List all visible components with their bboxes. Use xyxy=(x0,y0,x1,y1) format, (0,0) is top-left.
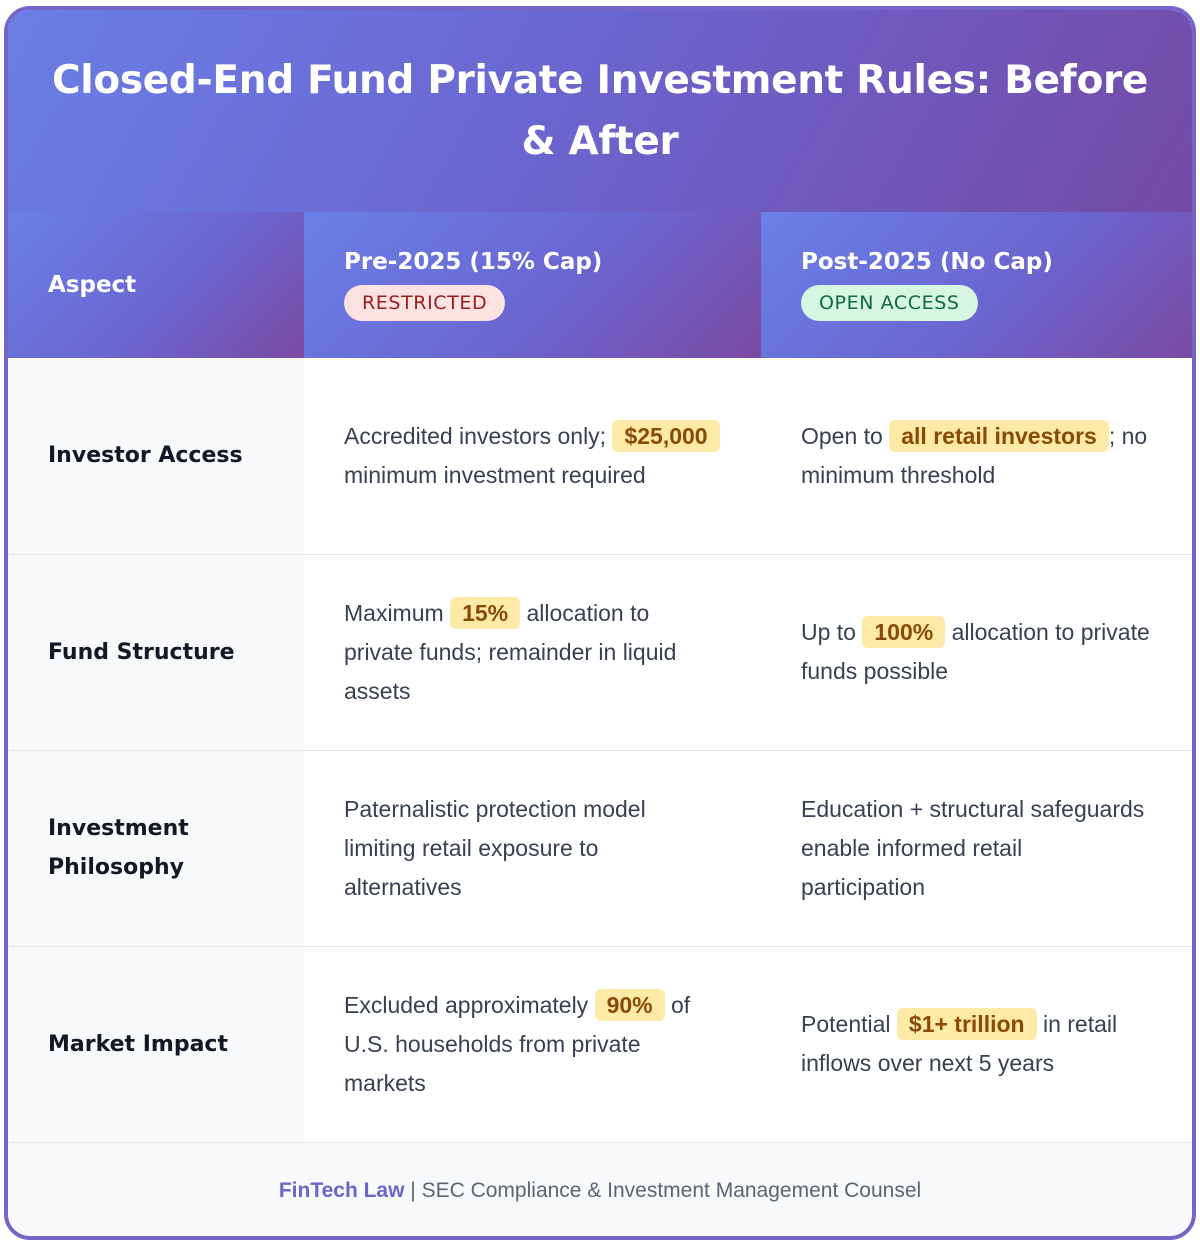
table-row: Investor Access Accredited investors onl… xyxy=(8,358,1192,555)
cell-text: Accredited investors only; xyxy=(344,422,613,449)
highlight-value: $1+ trillion xyxy=(896,1008,1037,1040)
page-title: Closed-End Fund Private Investment Rules… xyxy=(51,58,1149,164)
table-row: Investment Philosophy Paternalistic prot… xyxy=(8,750,1192,947)
comparison-card: Closed-End Fund Private Investment Rules… xyxy=(4,6,1196,1240)
highlight-value: 15% xyxy=(450,596,521,629)
row-aspect: Fund Structure xyxy=(8,554,304,751)
highlight-value: 100% xyxy=(862,616,946,648)
open-access-badge: OPEN ACCESS xyxy=(801,285,978,321)
footer: FinTech Law | SEC Compliance & Investmen… xyxy=(8,1142,1192,1236)
cell-text: ; no minimum threshold xyxy=(801,422,1148,488)
post-cell: Education + structural safeguards enable… xyxy=(761,750,1192,947)
footer-brand: FinTech Law xyxy=(278,1178,405,1202)
table-row: Market Impact Excluded approximately 90%… xyxy=(8,946,1192,1143)
table-header-row: Aspect Pre-2025 (15% Cap) RESTRICTED Pos… xyxy=(8,212,1192,358)
pre-cell: Paternalistic protection model limiting … xyxy=(304,750,761,947)
post-cell: Open to all retail investors; no minimum… xyxy=(761,358,1192,555)
pre-cell: Accredited investors only; $25,000 minim… xyxy=(304,358,761,555)
post-cell: Potential $1+ trillion in retail inflows… xyxy=(761,946,1192,1143)
cell-text: Paternalistic protection model limiting … xyxy=(344,795,646,900)
cell-text: in retail inflows over next 5 years xyxy=(801,1011,1118,1076)
cell-text: Up to xyxy=(801,619,863,645)
pre-cell: Maximum 15% allocation to private funds;… xyxy=(304,554,761,751)
cell-text: allocation to private funds possible xyxy=(801,619,1150,684)
post-cell: Up to 100% allocation to private funds p… xyxy=(761,554,1192,751)
footer-separator: | xyxy=(404,1178,422,1202)
cell-text: Potential xyxy=(801,1011,897,1037)
table-row: Fund Structure Maximum 15% allocation to… xyxy=(8,554,1192,751)
column-header-pre: Pre-2025 (15% Cap) RESTRICTED xyxy=(304,212,761,358)
column-header-aspect: Aspect xyxy=(8,212,304,358)
comparison-table: Aspect Pre-2025 (15% Cap) RESTRICTED Pos… xyxy=(8,212,1192,1143)
cell-text: Excluded approximately xyxy=(344,991,595,1018)
highlight-value: all retail investors xyxy=(889,419,1109,452)
cell-text: Open to xyxy=(801,422,890,449)
cell-text: Maximum xyxy=(344,599,451,626)
cell-text: Education + structural safeguards enable… xyxy=(801,795,1145,900)
row-aspect: Investor Access xyxy=(8,358,304,555)
pre-cell: Excluded approximately 90% of U.S. house… xyxy=(304,946,761,1143)
title-banner: Closed-End Fund Private Investment Rules… xyxy=(8,10,1192,212)
restricted-badge: RESTRICTED xyxy=(344,285,506,321)
column-header-post-label: Post-2025 (No Cap) xyxy=(801,249,1053,275)
row-aspect: Investment Philosophy xyxy=(8,750,304,947)
highlight-value: 90% xyxy=(594,988,665,1021)
column-header-pre-label: Pre-2025 (15% Cap) xyxy=(344,249,603,275)
cell-text: allocation to private funds; remainder i… xyxy=(344,599,677,704)
cell-text: of U.S. households from private markets xyxy=(344,991,691,1096)
row-aspect: Market Impact xyxy=(8,946,304,1143)
highlight-value: $25,000 xyxy=(612,419,720,452)
cell-text: minimum investment required xyxy=(344,461,646,488)
column-header-post: Post-2025 (No Cap) OPEN ACCESS xyxy=(761,212,1192,358)
footer-text: SEC Compliance & Investment Management C… xyxy=(421,1178,922,1202)
